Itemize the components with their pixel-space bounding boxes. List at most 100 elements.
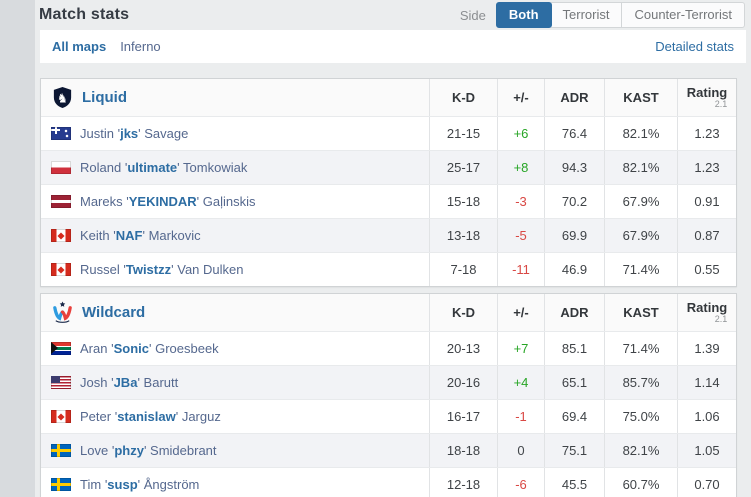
kast-value: 75.0% bbox=[604, 400, 677, 433]
map-filter-inferno[interactable]: Inferno bbox=[120, 39, 161, 54]
adr-value: 45.5 bbox=[544, 468, 604, 497]
flag-icon-sweden bbox=[51, 478, 71, 491]
col-header-rating: Rating 2.1 bbox=[677, 79, 736, 116]
kd-value: 7-18 bbox=[429, 253, 497, 286]
team-link-wildcard[interactable]: Wildcard bbox=[51, 301, 145, 324]
adr-value: 69.4 bbox=[544, 400, 604, 433]
table-row: Roland 'ultimate' Tomkowiak 25-17 +8 94.… bbox=[41, 150, 736, 184]
team-link-liquid[interactable]: ♞ Liquid bbox=[51, 86, 127, 109]
rating-value: 1.23 bbox=[677, 117, 736, 150]
match-stats-panel: Match stats Side Both Terrorist Counter-… bbox=[35, 0, 751, 497]
team-name: Liquid bbox=[82, 89, 127, 106]
kast-value: 60.7% bbox=[604, 468, 677, 497]
player-link[interactable]: Peter 'stanislaw' Jarguz bbox=[41, 400, 429, 433]
rating-value: 1.06 bbox=[677, 400, 736, 433]
flag-icon-latvia bbox=[51, 195, 71, 208]
flag-icon-canada bbox=[51, 229, 71, 242]
player-link[interactable]: Roland 'ultimate' Tomkowiak bbox=[41, 151, 429, 184]
player-link[interactable]: Tim 'susp' Ångström bbox=[41, 468, 429, 497]
plus-minus-value: +8 bbox=[497, 151, 544, 184]
flag-icon-south-africa bbox=[51, 342, 71, 355]
kast-value: 67.9% bbox=[604, 219, 677, 252]
table-row: Josh 'JBa' Barutt 20-16 +4 65.1 85.7% 1.… bbox=[41, 365, 736, 399]
detailed-stats-link[interactable]: Detailed stats bbox=[655, 39, 734, 54]
kd-value: 16-17 bbox=[429, 400, 497, 433]
col-header-adr: ADR bbox=[544, 79, 604, 116]
plus-minus-value: -3 bbox=[497, 185, 544, 218]
kd-value: 12-18 bbox=[429, 468, 497, 497]
plus-minus-value: -5 bbox=[497, 219, 544, 252]
table-row: Peter 'stanislaw' Jarguz 16-17 -1 69.4 7… bbox=[41, 399, 736, 433]
player-link[interactable]: Justin 'jks' Savage bbox=[41, 117, 429, 150]
kast-value: 82.1% bbox=[604, 151, 677, 184]
rating-value: 0.70 bbox=[677, 468, 736, 497]
rating-version: 2.1 bbox=[714, 99, 728, 109]
plus-minus-value: +4 bbox=[497, 366, 544, 399]
rating-value: 0.55 bbox=[677, 253, 736, 286]
flag-icon-united-states bbox=[51, 376, 71, 389]
kast-value: 71.4% bbox=[604, 332, 677, 365]
adr-value: 85.1 bbox=[544, 332, 604, 365]
table-row: Tim 'susp' Ångström 12-18 -6 45.5 60.7% … bbox=[41, 467, 736, 497]
adr-value: 70.2 bbox=[544, 185, 604, 218]
adr-value: 69.9 bbox=[544, 219, 604, 252]
table-row: Keith 'NAF' Markovic 13-18 -5 69.9 67.9%… bbox=[41, 218, 736, 252]
kast-value: 82.1% bbox=[604, 117, 677, 150]
flag-icon-sweden bbox=[51, 444, 71, 457]
table-row: Love 'phzy' Smidebrant 18-18 0 75.1 82.1… bbox=[41, 433, 736, 467]
col-header-plus-minus: +/- bbox=[497, 294, 544, 331]
tab-both[interactable]: Both bbox=[495, 2, 552, 28]
plus-minus-value: +7 bbox=[497, 332, 544, 365]
kd-value: 21-15 bbox=[429, 117, 497, 150]
player-link[interactable]: Keith 'NAF' Markovic bbox=[41, 219, 429, 252]
col-header-kast: KAST bbox=[604, 79, 677, 116]
table-row: Justin 'jks' Savage 21-15 +6 76.4 82.1% … bbox=[41, 116, 736, 150]
col-header-kd: K-D bbox=[429, 294, 497, 331]
rating-value: 0.87 bbox=[677, 219, 736, 252]
plus-minus-value: -1 bbox=[497, 400, 544, 433]
page-title: Match stats bbox=[39, 6, 130, 23]
side-tabs: Side Both Terrorist Counter-Terrorist bbox=[460, 2, 745, 28]
flag-icon-canada bbox=[51, 263, 71, 276]
team-header-cell: Wildcard bbox=[41, 294, 429, 331]
player-link[interactable]: Josh 'JBa' Barutt bbox=[41, 366, 429, 399]
player-link[interactable]: Mareks 'YEKINDAR' Gaļinskis bbox=[41, 185, 429, 218]
team-name: Wildcard bbox=[82, 304, 146, 321]
rating-value: 1.39 bbox=[677, 332, 736, 365]
adr-value: 65.1 bbox=[544, 366, 604, 399]
kast-value: 71.4% bbox=[604, 253, 677, 286]
table-row: Mareks 'YEKINDAR' Gaļinskis 15-18 -3 70.… bbox=[41, 184, 736, 218]
table-header-row: Wildcard K-D +/- ADR KAST Rating 2.1 bbox=[41, 294, 736, 331]
flag-icon-australia bbox=[51, 127, 71, 140]
team-stats-table-wildcard: Wildcard K-D +/- ADR KAST Rating 2.1 Aran… bbox=[40, 293, 737, 497]
col-header-rating: Rating 2.1 bbox=[677, 294, 736, 331]
kd-value: 18-18 bbox=[429, 434, 497, 467]
rating-value: 1.23 bbox=[677, 151, 736, 184]
table-row: Aran 'Sonic' Groesbeek 20-13 +7 85.1 71.… bbox=[41, 331, 736, 365]
tab-counter-terrorist[interactable]: Counter-Terrorist bbox=[622, 2, 745, 28]
player-link[interactable]: Love 'phzy' Smidebrant bbox=[41, 434, 429, 467]
table-header-row: ♞ Liquid K-D +/- ADR KAST Rating 2.1 bbox=[41, 79, 736, 116]
map-filter-all-maps[interactable]: All maps bbox=[52, 39, 107, 54]
kd-value: 20-13 bbox=[429, 332, 497, 365]
col-header-plus-minus: +/- bbox=[497, 79, 544, 116]
player-link[interactable]: Russel 'Twistzz' Van Dulken bbox=[41, 253, 429, 286]
plus-minus-value: 0 bbox=[497, 434, 544, 467]
col-header-adr: ADR bbox=[544, 294, 604, 331]
wildcard-logo-icon bbox=[53, 301, 72, 323]
adr-value: 94.3 bbox=[544, 151, 604, 184]
col-header-kast: KAST bbox=[604, 294, 677, 331]
rating-value: 1.14 bbox=[677, 366, 736, 399]
tab-terrorist[interactable]: Terrorist bbox=[550, 2, 623, 28]
rating-version: 2.1 bbox=[714, 314, 728, 324]
plus-minus-value: -6 bbox=[497, 468, 544, 497]
adr-value: 76.4 bbox=[544, 117, 604, 150]
kd-value: 20-16 bbox=[429, 366, 497, 399]
player-link[interactable]: Aran 'Sonic' Groesbeek bbox=[41, 332, 429, 365]
table-row: Russel 'Twistzz' Van Dulken 7-18 -11 46.… bbox=[41, 252, 736, 286]
kd-value: 25-17 bbox=[429, 151, 497, 184]
team-header-cell: ♞ Liquid bbox=[41, 79, 429, 116]
svg-text:♞: ♞ bbox=[57, 90, 68, 105]
liquid-logo-icon: ♞ bbox=[53, 86, 72, 109]
side-label: Side bbox=[459, 7, 486, 23]
